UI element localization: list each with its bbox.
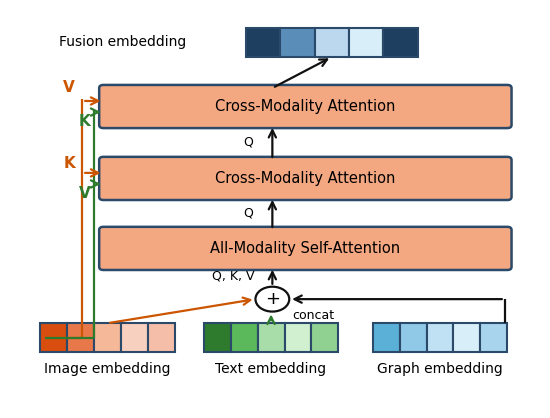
Text: concat: concat <box>292 309 334 322</box>
Text: K: K <box>63 156 75 171</box>
Bar <box>40 323 67 352</box>
FancyBboxPatch shape <box>99 157 512 200</box>
Bar <box>204 323 230 352</box>
Bar <box>230 323 257 352</box>
Bar <box>246 28 280 57</box>
Text: K: K <box>79 114 91 129</box>
Bar <box>400 323 427 352</box>
Bar <box>383 28 417 57</box>
Bar <box>311 323 338 352</box>
Text: Image embedding: Image embedding <box>44 362 170 376</box>
Bar <box>284 323 311 352</box>
Bar <box>427 323 453 352</box>
Bar <box>315 28 349 57</box>
Bar <box>121 323 148 352</box>
Text: Q, K, V: Q, K, V <box>212 270 254 283</box>
Bar <box>453 323 480 352</box>
Text: Q: Q <box>244 136 254 149</box>
Text: Cross-Modality Attention: Cross-Modality Attention <box>215 171 395 186</box>
Circle shape <box>255 287 289 311</box>
Bar <box>148 323 175 352</box>
Bar <box>349 28 383 57</box>
Text: Text embedding: Text embedding <box>216 362 327 376</box>
Bar <box>257 323 284 352</box>
Bar <box>480 323 507 352</box>
Text: Graph embedding: Graph embedding <box>377 362 503 376</box>
FancyBboxPatch shape <box>99 227 512 270</box>
Bar <box>94 323 121 352</box>
Text: Q: Q <box>244 207 254 220</box>
Text: All-Modality Self-Attention: All-Modality Self-Attention <box>210 241 400 256</box>
Bar <box>373 323 400 352</box>
Bar <box>280 28 315 57</box>
Text: V: V <box>63 80 75 95</box>
Text: +: + <box>265 290 280 308</box>
Bar <box>67 323 94 352</box>
Text: V: V <box>79 186 91 201</box>
Text: Fusion embedding: Fusion embedding <box>58 36 186 49</box>
FancyBboxPatch shape <box>99 85 512 128</box>
Text: Cross-Modality Attention: Cross-Modality Attention <box>215 99 395 114</box>
